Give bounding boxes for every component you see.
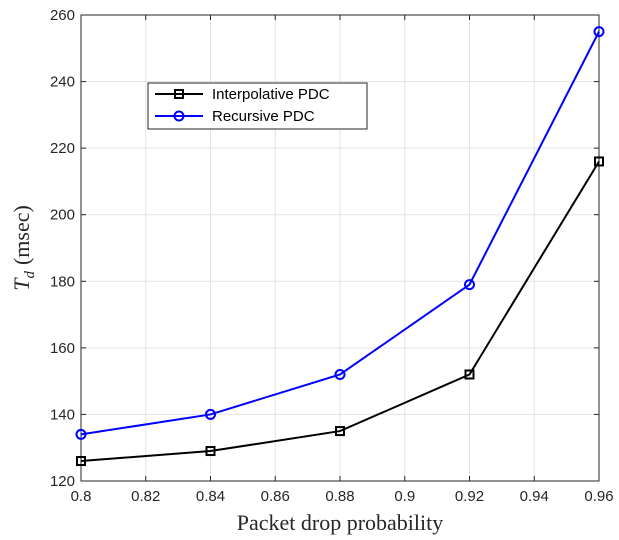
legend-marker [173,110,185,122]
series-interpolative-pdc [76,156,604,467]
series-group [75,26,605,467]
legend: Interpolative PDC Recursive PDC [147,82,368,130]
x-tick-label: 0.8 [71,488,92,505]
y-tick-label: 120 [50,473,75,490]
data-point [464,369,475,380]
y-axis-label: Td (msec) [9,205,38,291]
data-point [76,456,86,467]
legend-item: Recursive PDC [155,108,315,125]
x-tick-label: 0.82 [131,488,160,505]
x-tick-label: 0.88 [325,488,354,505]
x-tick-label: 0.86 [261,488,290,505]
data-point [593,26,605,38]
data-point [594,156,604,167]
y-tick-label: 260 [50,7,75,24]
x-tick-label: 0.94 [520,488,549,505]
y-tick-label: 180 [50,273,75,290]
series-line [80,160,600,463]
data-point [335,426,345,437]
x-tick-label: 0.92 [455,488,484,505]
x-tick-label: 0.96 [584,488,613,505]
data-point [205,408,216,420]
data-point [205,446,216,457]
x-tick-label: 0.84 [196,488,225,505]
legend-label: Interpolative PDC [212,86,330,103]
series-line [80,31,600,436]
data-point [464,279,475,291]
legend-item: Interpolative PDC [155,86,330,103]
y-tick-label: 220 [50,140,75,157]
data-point [334,368,346,380]
x-axis-label: Packet drop probability [237,510,444,535]
x-tick-label: 0.9 [394,488,415,505]
y-tick-label: 240 [50,74,75,91]
y-axis-label-sub: d [22,271,38,279]
axis-ticks: 0.8 0.82 0.84 0.86 0.88 0.9 0.92 0.94 0.96 120 140… [50,7,614,505]
legend-marker [174,89,184,99]
series-recursive-pdc [75,26,605,440]
y-axis-label-unit: (msec) [9,205,34,265]
legend-label: Recursive PDC [212,108,315,125]
legend-box [147,82,368,130]
y-tick-label: 200 [50,207,75,224]
data-point [75,428,87,440]
y-axis-label-main: T [9,277,34,291]
y-tick-label: 140 [50,406,75,423]
y-tick-label: 160 [50,340,75,357]
